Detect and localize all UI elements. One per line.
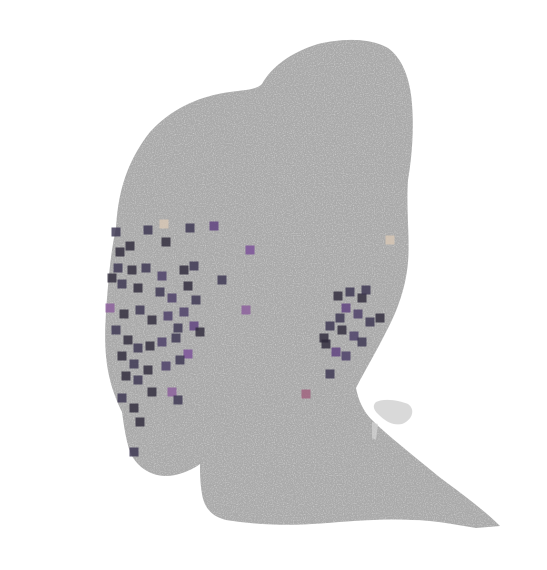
- landmark-marker: [167, 293, 177, 303]
- landmark-marker: [167, 387, 177, 397]
- landmark-marker: [365, 317, 375, 327]
- landmark-marker: [385, 235, 395, 245]
- landmark-marker: [119, 309, 129, 319]
- landmark-marker: [157, 271, 167, 281]
- landmark-marker: [147, 315, 157, 325]
- landmark-marker: [301, 389, 311, 399]
- landmark-marker: [175, 355, 185, 365]
- landmark-marker: [321, 339, 331, 349]
- landmark-marker: [163, 311, 173, 321]
- landmark-marker: [335, 313, 345, 323]
- landmark-marker: [173, 323, 183, 333]
- landmark-marker: [183, 281, 193, 291]
- landmark-marker: [189, 261, 199, 271]
- landmark-marker: [241, 305, 251, 315]
- landmark-marker: [127, 265, 137, 275]
- landmark-marker: [117, 279, 127, 289]
- landmark-marker: [245, 245, 255, 255]
- landmark-marker: [337, 325, 347, 335]
- landmark-marker: [125, 241, 135, 251]
- landmark-marker: [133, 375, 143, 385]
- landmark-marker: [157, 337, 167, 347]
- landmark-marker: [361, 285, 371, 295]
- landmark-marker: [185, 223, 195, 233]
- landmark-marker: [331, 347, 341, 357]
- landmark-marker: [111, 325, 121, 335]
- landmark-marker: [117, 393, 127, 403]
- landmark-marker: [357, 293, 367, 303]
- landmark-marker: [209, 221, 219, 231]
- landmark-marker: [189, 321, 199, 331]
- landmark-marker: [135, 305, 145, 315]
- landmark-marker: [129, 359, 139, 369]
- landmark-marker: [113, 263, 123, 273]
- landmark-marker: [333, 291, 343, 301]
- landmark-marker: [345, 287, 355, 297]
- landmark-marker: [121, 371, 131, 381]
- landmark-marker: [143, 365, 153, 375]
- landmark-marker: [133, 343, 143, 353]
- landmark-markers: [105, 219, 395, 457]
- landmark-marker: [161, 361, 171, 371]
- landmark-marker: [155, 287, 165, 297]
- landmark-marker: [191, 295, 201, 305]
- landmark-marker: [147, 387, 157, 397]
- landmark-marker: [325, 321, 335, 331]
- detached-fragment: [372, 422, 378, 440]
- landmark-marker: [143, 225, 153, 235]
- landmark-marker: [159, 219, 169, 229]
- landmark-marker: [179, 265, 189, 275]
- landmark-marker: [341, 303, 351, 313]
- landmark-marker: [349, 331, 359, 341]
- detached-fragment: [373, 399, 413, 425]
- landmark-marker: [341, 351, 351, 361]
- landmark-marker: [141, 263, 151, 273]
- landmark-marker: [173, 395, 183, 405]
- landmark-marker: [117, 351, 127, 361]
- landmark-marker: [183, 349, 193, 359]
- landmark-marker: [161, 237, 171, 247]
- landmark-marker: [195, 327, 205, 337]
- landmark-marker: [375, 313, 385, 323]
- landmark-marker: [111, 227, 121, 237]
- landmark-marker: [105, 303, 115, 313]
- landmark-marker: [129, 447, 139, 457]
- landmark-marker: [145, 341, 155, 351]
- landmark-marker: [129, 403, 139, 413]
- landmark-marker: [357, 337, 367, 347]
- landmark-marker: [133, 283, 143, 293]
- landmark-marker: [179, 307, 189, 317]
- landmark-marker: [135, 417, 145, 427]
- landmark-marker: [171, 333, 181, 343]
- landmark-marker: [123, 335, 133, 345]
- landmark-marker: [319, 333, 329, 343]
- landmark-marker: [353, 309, 363, 319]
- landmark-marker: [107, 273, 117, 283]
- landmark-marker: [115, 247, 125, 257]
- landmark-marker: [217, 275, 227, 285]
- landmark-marker: [325, 369, 335, 379]
